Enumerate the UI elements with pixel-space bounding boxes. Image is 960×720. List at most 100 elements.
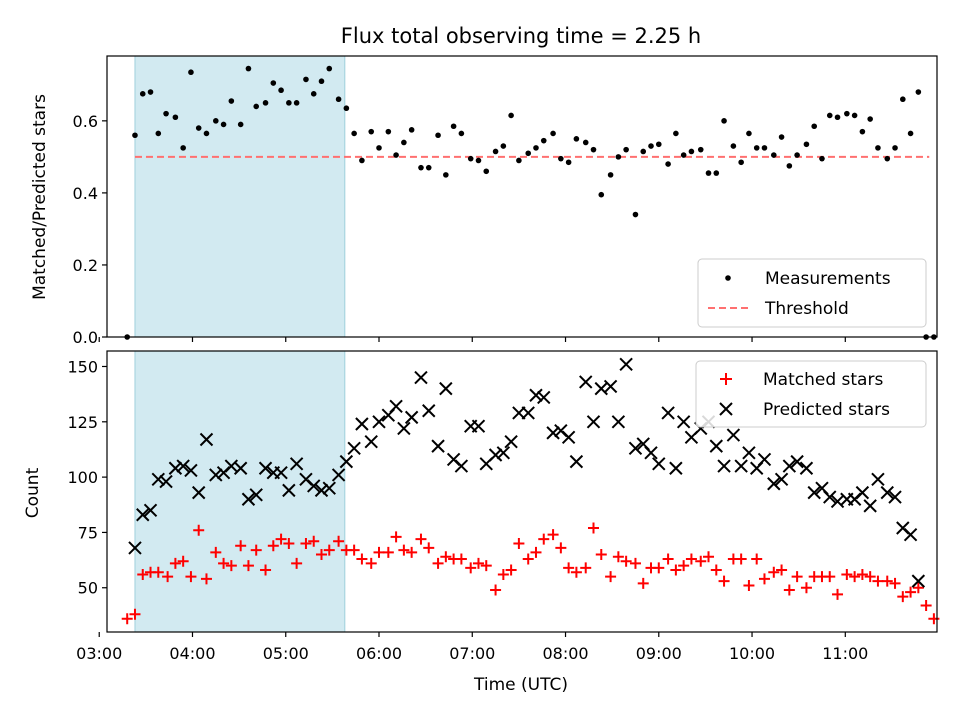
matched-star-point	[465, 562, 477, 574]
matched-star-point	[398, 544, 410, 556]
matched-star-point	[612, 551, 624, 563]
matched-star-point	[685, 553, 697, 565]
matched-star-point	[897, 591, 909, 603]
measurement-point	[401, 139, 407, 146]
matched-star-point	[605, 571, 617, 583]
matched-star-point	[920, 599, 932, 611]
predicted-star-point	[611, 415, 626, 429]
measurement-point	[834, 114, 841, 121]
predicted-star-point	[504, 435, 518, 449]
bottom-x-ticks: 03:00 04:00 05:00 06:00 07:00 08:00 09:00 10:00…	[76, 632, 868, 663]
matched-star-point	[323, 544, 335, 556]
matched-star-point	[333, 535, 345, 547]
measurement-point	[303, 76, 309, 83]
measurement-point	[533, 145, 539, 151]
matched-star-point	[267, 540, 279, 552]
measurement-point	[335, 96, 342, 103]
measurement-point	[819, 155, 825, 162]
measurement-point	[220, 121, 227, 128]
matched-star-point	[872, 575, 884, 587]
predicted-star-point	[496, 446, 511, 460]
matched-star-point	[912, 582, 924, 594]
measurement-point	[907, 130, 914, 137]
predicted-star-point	[863, 499, 877, 513]
matched-star-point	[580, 562, 592, 574]
predicted-star-point	[521, 406, 535, 420]
measurement-point	[139, 91, 146, 97]
measurement-point	[803, 141, 810, 148]
matched-star-point	[776, 564, 788, 576]
matched-star-point	[415, 533, 427, 545]
predicted-star-point	[628, 441, 643, 456]
measurement-point	[844, 110, 850, 117]
measurement-point	[721, 118, 727, 124]
bottom-x-tick-label: 09:00	[636, 644, 682, 663]
matched-star-point	[348, 544, 360, 556]
bottom-x-tick-label: 11:00	[822, 644, 868, 663]
measurement-point	[343, 105, 350, 112]
measurement-point	[851, 112, 858, 119]
matched-star-point	[242, 560, 254, 572]
measurement-point	[418, 164, 424, 171]
matched-star-point	[455, 553, 467, 565]
predicted-star-point	[249, 488, 263, 502]
matched-star-point	[768, 566, 780, 578]
predicted-star-point	[603, 379, 618, 394]
measurement-point	[697, 146, 704, 153]
predicted-star-point	[404, 410, 419, 425]
measurement-point	[359, 157, 365, 164]
measurement-point	[351, 130, 357, 137]
predicted-star-point	[184, 463, 198, 478]
predicted-star-point	[537, 390, 551, 405]
predicted-star-point	[871, 472, 885, 487]
matched-star-point	[595, 549, 607, 561]
bottom-x-tick-label: 07:00	[449, 644, 495, 663]
predicted-star-point	[289, 457, 304, 471]
predicted-star-point	[339, 454, 354, 469]
measurement-point	[458, 130, 465, 137]
bottom-panel: Count Time (UTC) 50 75 100 125 150 03:00 04:0…	[23, 350, 940, 695]
matched-star-point	[423, 542, 435, 554]
bottom-x-tick-label: 08:00	[542, 644, 588, 663]
measurement-point	[746, 130, 752, 137]
predicted-star-point	[742, 446, 756, 460]
matched-star-point	[849, 571, 861, 583]
matched-star-point	[440, 551, 452, 563]
predicted-star-point	[661, 406, 675, 420]
matched-star-point	[783, 584, 795, 596]
predicted-star-point	[823, 490, 837, 504]
legend-threshold-label: Threshold	[764, 299, 849, 319]
matched-star-point	[758, 573, 770, 585]
matched-star-point	[832, 588, 844, 600]
measurement-point	[286, 100, 292, 106]
matched-star-point	[547, 529, 559, 541]
measurement-point	[615, 154, 622, 160]
bottom-x-tick-label: 06:00	[356, 644, 402, 663]
predicted-star-point	[191, 485, 206, 500]
matched-star-point	[169, 557, 181, 569]
predicted-star-point	[880, 485, 894, 500]
predicted-star-point	[644, 446, 658, 460]
matched-star-point	[235, 540, 247, 552]
predicted-star-point	[734, 459, 748, 473]
bottom-x-tick-label: 10:00	[729, 644, 775, 663]
measurement-point	[565, 159, 572, 166]
predicted-star-point	[757, 452, 772, 467]
measurement-point	[385, 128, 392, 135]
measurement-point	[778, 134, 785, 140]
matched-star-point	[751, 553, 763, 565]
predicted-star-point	[903, 527, 918, 542]
measurement-point	[915, 89, 922, 95]
matched-star-point	[308, 535, 320, 547]
predicted-star-point	[168, 461, 183, 475]
measurement-point	[648, 143, 654, 149]
measurement-point	[376, 145, 382, 151]
measurement-point	[811, 123, 818, 130]
top-legend-box	[697, 258, 927, 328]
legend-measurements-marker	[725, 275, 731, 281]
predicted-star-point	[807, 485, 821, 500]
matched-star-point	[365, 557, 377, 569]
measurement-point	[680, 152, 687, 158]
measurement-point	[590, 146, 597, 153]
